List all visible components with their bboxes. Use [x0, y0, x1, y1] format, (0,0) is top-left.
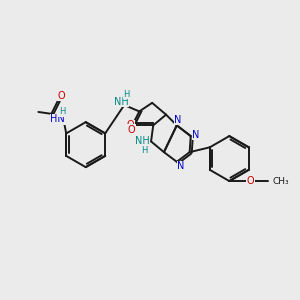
Text: O: O	[57, 91, 65, 101]
Text: H: H	[59, 107, 65, 116]
Text: O: O	[127, 120, 134, 130]
Text: N: N	[177, 161, 185, 171]
Text: CH₃: CH₃	[272, 177, 289, 186]
Text: HN: HN	[50, 115, 65, 124]
Text: NH: NH	[114, 97, 128, 107]
Text: N: N	[192, 130, 200, 140]
Text: O: O	[247, 176, 254, 186]
Text: NH: NH	[135, 136, 150, 146]
Text: H: H	[142, 146, 148, 154]
Text: N: N	[174, 115, 182, 125]
Text: H: H	[123, 90, 130, 99]
Text: O: O	[128, 124, 136, 135]
